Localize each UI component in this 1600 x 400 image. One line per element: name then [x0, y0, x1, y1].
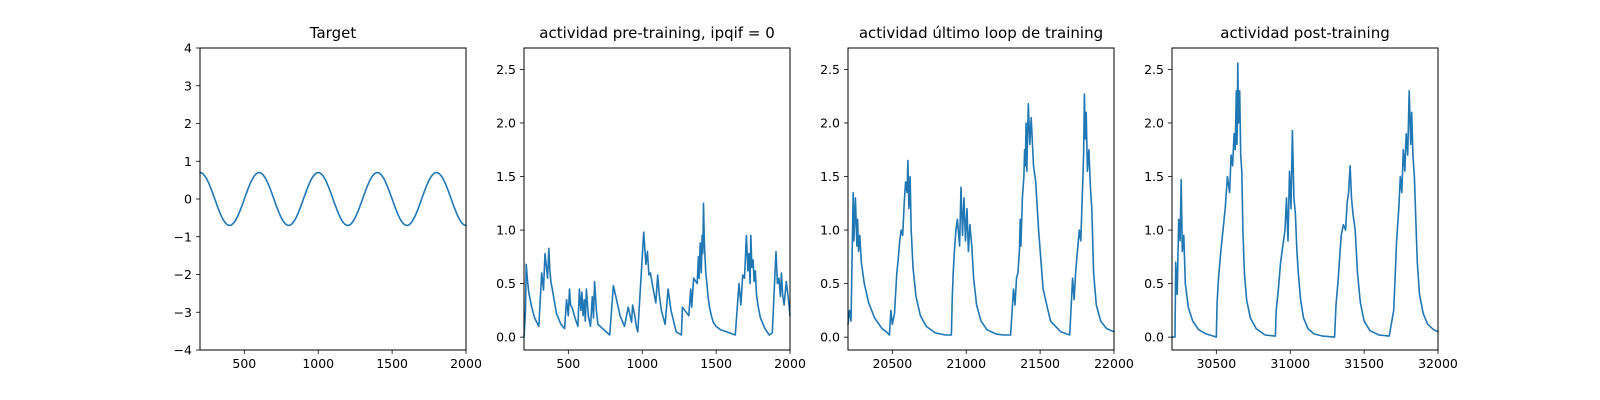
y-tick-label: 1.0: [820, 223, 840, 238]
y-tick-label: 0.0: [1144, 330, 1164, 345]
chart-title: actividad pre-training, ipqif = 0: [539, 24, 775, 42]
y-tick-label: 2.5: [1144, 62, 1164, 77]
y-tick-label: −2: [174, 267, 192, 282]
y-tick-label: 0.0: [820, 330, 840, 345]
series-line-1: [847, 93, 1115, 336]
y-tick-label: 1.0: [1144, 223, 1164, 238]
chart-panel-2: actividad pre-training, ipqif = 0 500 1000…: [496, 24, 806, 371]
axes-frame: [523, 47, 791, 351]
y-tick-label: −4: [174, 343, 192, 358]
chart-panel-3: actividad último loop de training 20500 21…: [820, 24, 1134, 371]
series-line-1: [1171, 62, 1439, 338]
y-tick-label: 0.5: [1144, 276, 1164, 291]
x-tick-label: 31000: [1270, 356, 1310, 371]
x-tick-label: 500: [232, 356, 256, 371]
y-tick-label: −3: [174, 305, 192, 320]
y-tick-label: 1.5: [496, 169, 516, 184]
y-tick-label: 1.5: [1144, 169, 1164, 184]
x-tick-label: 21500: [1020, 356, 1060, 371]
x-tick-label: 1000: [302, 356, 334, 371]
y-tick-label: 1: [184, 154, 192, 169]
x-tick-label: 20500: [872, 356, 912, 371]
chart-title: Target: [309, 24, 357, 42]
x-tick-label: 30500: [1196, 356, 1236, 371]
y-tick-label: 2.0: [820, 115, 840, 130]
x-tick-label: 1000: [626, 356, 658, 371]
y-tick-label: 0.0: [496, 330, 516, 345]
y-tick-label: 1.0: [496, 223, 516, 238]
x-tick-label: 2000: [450, 356, 482, 371]
y-tick-label: −1: [174, 229, 192, 244]
chart-panel-4: actividad post-training 30500 31000 31500 32…: [1144, 24, 1458, 371]
y-tick-label: 0.5: [496, 276, 516, 291]
y-tick-label: 2.5: [496, 62, 516, 77]
y-tick-label: 0.5: [820, 276, 840, 291]
x-tick-label: 31500: [1344, 356, 1384, 371]
series-line-1: [199, 171, 467, 227]
x-tick-label: 22000: [1094, 356, 1134, 371]
x-tick-label: 32000: [1418, 356, 1458, 371]
y-tick-label: 2.5: [820, 62, 840, 77]
chart-title: actividad último loop de training: [859, 24, 1103, 42]
x-tick-label: 2000: [774, 356, 806, 371]
y-tick-label: 0: [184, 192, 192, 207]
x-tick-label: 1500: [700, 356, 732, 371]
y-tick-label: 2.0: [496, 115, 516, 130]
chart-title: actividad post-training: [1220, 24, 1389, 42]
y-tick-label: 3: [184, 78, 192, 93]
x-tick-label: 1500: [376, 356, 408, 371]
axes-frame: [847, 47, 1115, 351]
y-tick-label: 2: [184, 116, 192, 131]
series-line-1: [523, 202, 791, 338]
y-tick-label: 2.0: [1144, 115, 1164, 130]
x-tick-label: 21000: [946, 356, 986, 371]
x-tick-label: 500: [556, 356, 580, 371]
y-tick-label: 4: [184, 41, 192, 56]
y-tick-label: 1.5: [820, 169, 840, 184]
chart-panel-1: Target 500 1000 1500 2000 −4 −3 −2 −1 0 1 2 3 4: [174, 24, 482, 371]
axes-frame: [1171, 47, 1439, 351]
